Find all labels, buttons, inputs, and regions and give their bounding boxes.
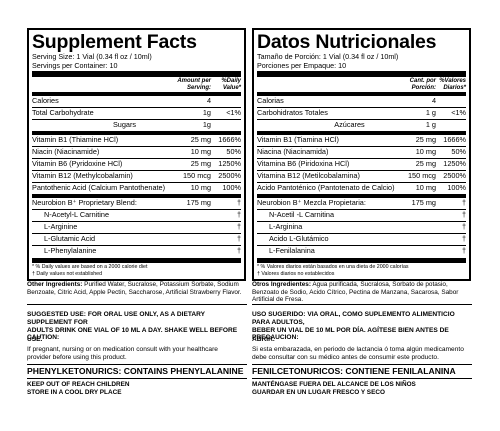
divider-mid bbox=[32, 92, 241, 95]
divider-mid bbox=[32, 131, 241, 134]
nutrient-row: Azúcares 1 g bbox=[257, 119, 466, 131]
serving-size: Serving Size: 1 Vial (0.34 fl oz / 10ml) bbox=[32, 52, 152, 61]
panel-title: Supplement Facts bbox=[32, 31, 197, 53]
column-headers: Amount per Serving: %Daily Value* bbox=[32, 76, 241, 92]
supplement-facts-panel: Supplement Facts Serving Size: 1 Vial (0… bbox=[27, 28, 246, 281]
storage-warning: KEEP OUT OF REACH CHILDREN STORE IN A CO… bbox=[27, 381, 130, 396]
other-ingredients: Other Ingredients: Purified Water, Sucra… bbox=[27, 281, 249, 296]
blend-item-row: N-Acetil -L Carnitina † bbox=[257, 209, 466, 221]
blend-item-row: N-Acetyl-L Carnitine † bbox=[32, 209, 241, 221]
blend-item-row: L-Arginina † bbox=[257, 221, 466, 233]
divider-mid bbox=[257, 131, 466, 134]
otros-ingredientes: Otros Ingredientes: Agua purificada, Suc… bbox=[252, 281, 474, 304]
footnote-not-established: † Daily values not established bbox=[32, 271, 103, 278]
divider bbox=[27, 304, 247, 305]
blend-row: Neurobion B⁺ Mezcla Propietaria: 175 mg … bbox=[257, 197, 466, 208]
divider bbox=[252, 304, 472, 305]
suggested-use: SUGGESTED USE: FOR ORAL USE ONLY, AS A D… bbox=[27, 311, 238, 343]
nutrient-row: Niacin (Niacinamide) 10 mg 50% bbox=[32, 146, 241, 157]
nutrient-row: Sugars 1g bbox=[32, 119, 241, 131]
nutrient-row: Vitamina B12 (Metilcobalamina) 150 mcg 2… bbox=[257, 170, 466, 181]
divider bbox=[252, 378, 472, 379]
column-headers: Cant. por Porción: %Valores Diarios* bbox=[257, 76, 466, 92]
almacenamiento: MANTÉNGASE FUERA DEL ALCANCE DE LOS NIÑO… bbox=[252, 381, 416, 396]
uso-sugerido: USO SUGERIDO: VIA ORAL, COMO SUPLEMENTO … bbox=[252, 311, 455, 343]
phenylketonurics-warning: PHENYLKETONURICS: CONTAINS PHENYLALANINE bbox=[27, 366, 244, 376]
col-amount: Amount per Serving: bbox=[177, 78, 211, 91]
divider-mid bbox=[257, 92, 466, 95]
servings-per-container: Porciones per Empaque: 10 bbox=[257, 61, 347, 70]
ingredients-label: Other Ingredients: bbox=[27, 281, 83, 288]
caution-heading: CAUTION: bbox=[27, 334, 60, 341]
footnote-daily-values: * % Daily values are based on a 2000 cal… bbox=[32, 264, 148, 270]
divider-thick bbox=[32, 71, 241, 76]
nutrient-row: Pantothenic Acid (Calcium Pantothenate) … bbox=[32, 182, 241, 193]
nutrient-row: Vitamina B6 (Piridoxina HCl) 25 mg 1250% bbox=[257, 158, 466, 169]
footnote-daily-values: * % Valores diarios están basados en una… bbox=[257, 264, 409, 270]
col-dv: %Daily Value* bbox=[221, 78, 241, 91]
divider-mid bbox=[257, 194, 466, 197]
nutrient-row: Calorias 4 bbox=[257, 95, 466, 107]
serving-size: Tamaño de Porción: 1 Vial (0.34 fl oz / … bbox=[257, 52, 399, 61]
caution-heading: PRECAUCION: bbox=[252, 334, 299, 341]
divider bbox=[252, 364, 472, 365]
blend-row: Neurobion B⁺ Proprietary Blend: 175 mg † bbox=[32, 197, 241, 208]
divider-thick bbox=[257, 258, 466, 263]
divider-thick bbox=[32, 258, 241, 263]
ingredients-text: Agua purificada, Sucralosa, Sorbato de p… bbox=[252, 281, 459, 304]
footnote-not-established: † Valores diarios no establecidos bbox=[257, 271, 335, 278]
nutrient-row: Vitamin B1 (Tiamina HCl) 25 mg 1666% bbox=[257, 134, 466, 145]
blend-item-row: L-Glutamic Acid † bbox=[32, 233, 241, 245]
datos-nutricionales-panel: Datos Nutricionales Tamaño de Porción: 1… bbox=[252, 28, 471, 281]
nutrient-row: Vitamin B12 (Methylcobalamin) 150 mcg 25… bbox=[32, 170, 241, 181]
nutrient-row: Vitamin B6 (Pyridoxine HCl) 25 mg 1250% bbox=[32, 158, 241, 169]
nutrient-row: Carbohidratos Totales 1 g <1% bbox=[257, 107, 466, 118]
blend-item-row: L-Phenylalanine † bbox=[32, 245, 241, 257]
nutrient-row: Vitamin B1 (Thiamine HCl) 25 mg 1666% bbox=[32, 134, 241, 145]
panel-title: Datos Nutricionales bbox=[257, 31, 437, 53]
divider-mid bbox=[32, 194, 241, 197]
nutrient-row: Calories 4 bbox=[32, 95, 241, 107]
ingredients-text: Purified Water, Sucralose, Potassium Sor… bbox=[27, 281, 242, 296]
nutrient-row: Acido Pantoténico (Pantotenato de Calcio… bbox=[257, 182, 466, 193]
ingredients-label: Otros Ingredientes: bbox=[252, 281, 311, 288]
blend-item-row: Acido L-Glutámico † bbox=[257, 233, 466, 245]
blend-item-row: L-Fenilalanina † bbox=[257, 245, 466, 257]
servings-per-container: Servings per Container: 10 bbox=[32, 61, 118, 70]
precaucion: PRECAUCION: Si esta embarazada, en perio… bbox=[252, 334, 470, 363]
blend-item-row: L-Arginine † bbox=[32, 221, 241, 233]
divider-thick bbox=[257, 71, 466, 76]
divider bbox=[27, 378, 247, 379]
nutrient-row: Niacina (Niacinamida) 10 mg 50% bbox=[257, 146, 466, 157]
col-amount: Cant. por Porción: bbox=[409, 78, 436, 91]
fenilcetonuricos-warning: FENILCETONURICOS: CONTIENE FENILALANINA bbox=[252, 366, 456, 376]
divider bbox=[27, 364, 247, 365]
nutrient-row: Total Carbohydrate 1g <1% bbox=[32, 107, 241, 118]
col-dv: %Valores Diarios* bbox=[439, 78, 466, 91]
caution: CAUTION: If pregnant, nursing or on medi… bbox=[27, 334, 245, 363]
